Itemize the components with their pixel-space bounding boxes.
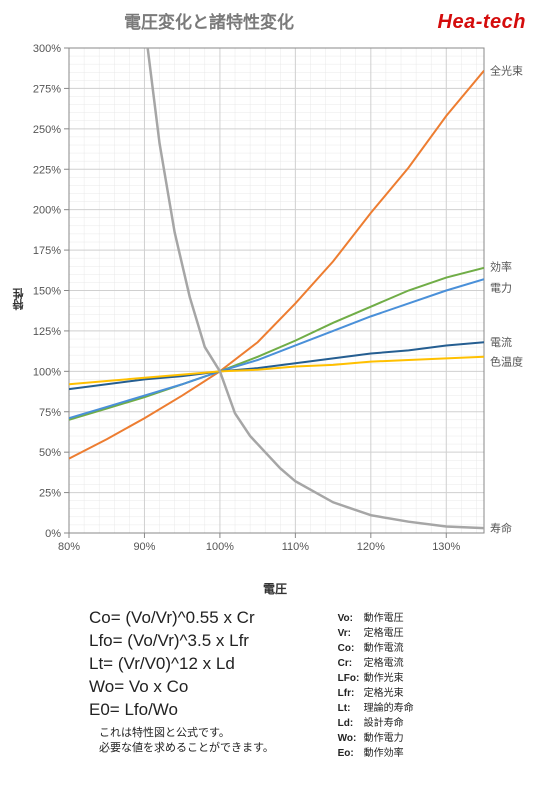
legend-symbol: Co: — [338, 641, 364, 656]
svg-text:90%: 90% — [133, 541, 155, 553]
legend-desc: 理論的寿命 — [364, 701, 536, 716]
svg-text:120%: 120% — [357, 541, 385, 553]
formula-line: Lt= (Vr/V0)^12 x Ld — [89, 653, 338, 676]
svg-text:125%: 125% — [33, 326, 61, 338]
svg-text:25%: 25% — [39, 488, 61, 500]
legend-row: Lt:理論的寿命 — [338, 701, 536, 716]
legend-symbol: Ld: — [338, 716, 364, 731]
header: 電圧変化と諸特性変化 Hea-tech — [14, 8, 536, 38]
formula-line: Co= (Vo/Vr)^0.55 x Cr — [89, 607, 338, 630]
legend-symbol: Vo: — [338, 611, 364, 626]
svg-text:寿命: 寿命 — [490, 521, 512, 535]
formula-line: Lfo= (Vo/Vr)^3.5 x Lfr — [89, 630, 338, 653]
symbol-legend: Vo:動作電圧Vr:定格電圧Co:動作電流Cr:定格電流LFo:動作光束Lfr:… — [338, 607, 536, 761]
formula-note: これは特性図と公式です。必要な値を求めることができます。 — [89, 726, 338, 757]
svg-text:色温度: 色温度 — [490, 355, 523, 369]
svg-text:効率: 効率 — [490, 259, 512, 273]
svg-text:50%: 50% — [39, 447, 61, 459]
svg-text:100%: 100% — [206, 541, 234, 553]
legend-symbol: LFo: — [338, 671, 364, 686]
legend-symbol: Lt: — [338, 701, 364, 716]
legend-row: LFo:動作光束 — [338, 671, 536, 686]
legend-row: Eo:動作効率 — [338, 746, 536, 761]
line-chart: 80% 90% 100% 110% 120% 130% 0% 25% 50% 75% 100% 125… — [14, 38, 536, 558]
svg-text:80%: 80% — [58, 541, 80, 553]
legend-desc: 定格電流 — [364, 656, 536, 671]
legend-desc: 動作電圧 — [364, 611, 536, 626]
legend-row: Co:動作電流 — [338, 641, 536, 656]
formula-line: Wo= Vo x Co — [89, 676, 338, 699]
svg-text:150%: 150% — [33, 286, 61, 298]
legend-desc: 動作効率 — [364, 746, 536, 761]
legend-desc: 定格電圧 — [364, 626, 536, 641]
svg-text:0%: 0% — [45, 528, 61, 540]
chart-container: 特性 80% 90% 100% 110% 120% 130% 0% 25% 50% 75% 100%… — [14, 38, 536, 578]
svg-text:275%: 275% — [33, 83, 61, 95]
legend-row: Ld:設計寿命 — [338, 716, 536, 731]
brand-logo: Hea-tech — [438, 11, 526, 34]
svg-text:全光束: 全光束 — [490, 64, 523, 78]
legend-row: Lfr:定格光束 — [338, 686, 536, 701]
formula-section: Co= (Vo/Vr)^0.55 x CrLfo= (Vo/Vr)^3.5 x … — [14, 607, 536, 761]
y-axis-label: 特性 — [11, 288, 27, 310]
legend-row: Vo:動作電圧 — [338, 611, 536, 626]
svg-text:電流: 電流 — [490, 335, 512, 349]
svg-text:300%: 300% — [33, 43, 61, 55]
chart-title: 電圧変化と諸特性変化 — [124, 8, 294, 33]
svg-text:電力: 電力 — [490, 281, 512, 294]
svg-text:225%: 225% — [33, 164, 61, 176]
x-axis-label: 電圧 — [14, 580, 536, 597]
legend-desc: 動作電流 — [364, 641, 536, 656]
legend-desc: 動作電力 — [364, 731, 536, 746]
legend-desc: 設計寿命 — [364, 716, 536, 731]
legend-row: Wo:動作電力 — [338, 731, 536, 746]
legend-desc: 定格光束 — [364, 686, 536, 701]
formula-list: Co= (Vo/Vr)^0.55 x CrLfo= (Vo/Vr)^3.5 x … — [14, 607, 338, 761]
svg-text:100%: 100% — [33, 366, 61, 378]
legend-desc: 動作光束 — [364, 671, 536, 686]
formula-line: E0= Lfo/Wo — [89, 699, 338, 722]
svg-text:175%: 175% — [33, 245, 61, 257]
legend-symbol: Vr: — [338, 626, 364, 641]
legend-row: Cr:定格電流 — [338, 656, 536, 671]
svg-text:200%: 200% — [33, 205, 61, 217]
svg-text:110%: 110% — [282, 541, 310, 553]
svg-text:130%: 130% — [432, 541, 460, 553]
svg-text:250%: 250% — [33, 124, 61, 136]
legend-symbol: Wo: — [338, 731, 364, 746]
svg-text:75%: 75% — [39, 407, 61, 419]
legend-symbol: Cr: — [338, 656, 364, 671]
legend-row: Vr:定格電圧 — [338, 626, 536, 641]
legend-symbol: Lfr: — [338, 686, 364, 701]
legend-symbol: Eo: — [338, 746, 364, 761]
